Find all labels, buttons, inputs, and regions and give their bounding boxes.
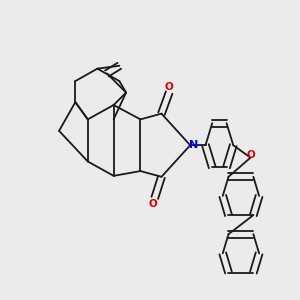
Text: O: O — [149, 199, 158, 209]
Text: O: O — [247, 150, 256, 160]
Text: N: N — [189, 140, 198, 150]
Text: O: O — [165, 82, 173, 92]
